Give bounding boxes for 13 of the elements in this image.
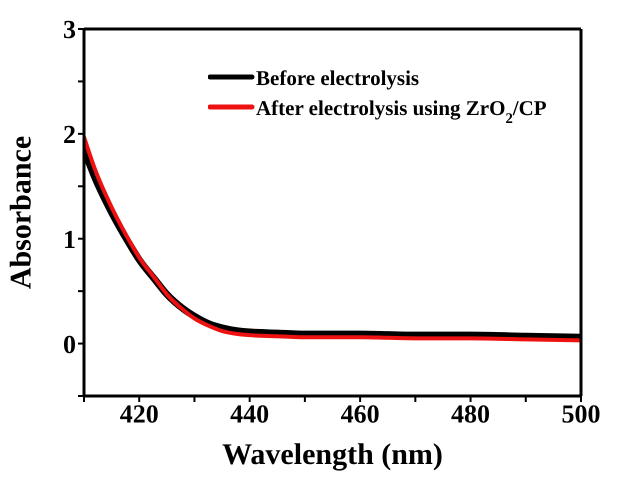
y-tick-label: 0	[63, 330, 76, 359]
legend-label: Before electrolysis	[256, 66, 420, 90]
x-tick-label: 420	[120, 399, 159, 428]
y-tick-label: 2	[63, 120, 76, 150]
x-tick-label: 460	[340, 399, 380, 428]
y-tick-label: 1	[63, 224, 76, 254]
x-axis-title: Wavelength (nm)	[222, 438, 443, 471]
y-tick-label: 3	[63, 15, 76, 44]
x-tick-label: 500	[562, 399, 600, 428]
legend-label: After electrolysis using ZrO$_{2}$/CP	[256, 96, 547, 127]
y-axis-title: Absorbance	[4, 136, 38, 290]
x-tick-label: 440	[230, 399, 270, 428]
x-tick-label: 480	[451, 399, 490, 428]
